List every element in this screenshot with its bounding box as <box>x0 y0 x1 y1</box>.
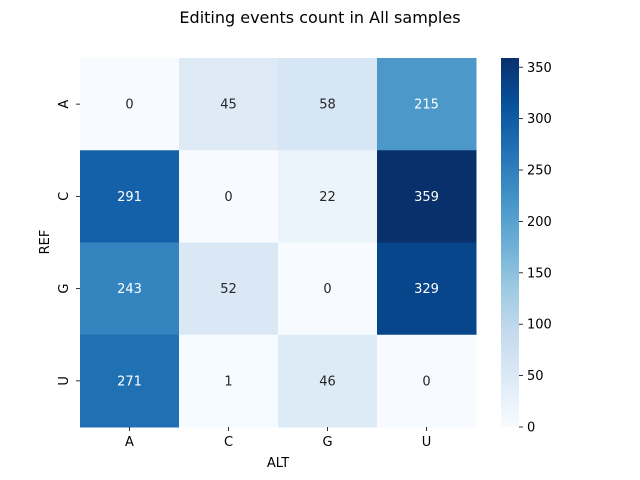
colorbar-tick-label: 100 <box>527 318 552 333</box>
heatmap-cell <box>278 58 378 151</box>
y-tick-label: U <box>57 376 72 386</box>
heatmap-cells <box>80 58 477 428</box>
cell-value: 0 <box>224 190 232 205</box>
heatmap-cell <box>80 58 180 151</box>
heatmap-cell <box>377 150 477 243</box>
x-tick-label: A <box>125 435 134 450</box>
colorbar-tick-label: 50 <box>527 369 544 384</box>
x-tick-label: G <box>322 435 332 450</box>
cell-value: 329 <box>414 282 439 297</box>
heatmap-cell <box>80 150 180 243</box>
cell-value: 0 <box>323 282 331 297</box>
heatmap-cell <box>179 242 279 336</box>
x-axis-label: ALT <box>267 456 289 471</box>
y-axis-label: REF <box>38 230 53 255</box>
heatmap-cell <box>278 150 378 243</box>
heatmap-cell <box>377 242 477 336</box>
colorbar <box>501 58 519 427</box>
heatmap-cell <box>179 58 279 151</box>
cell-value: 291 <box>117 190 142 205</box>
colorbar-tick-label: 0 <box>527 421 535 436</box>
heatmap-cell <box>80 334 180 428</box>
cell-value: 0 <box>422 374 430 389</box>
heatmap-cell <box>278 334 378 428</box>
colorbar-tick-label: 200 <box>527 215 552 230</box>
cell-annotations: 0 45 58 215 291 0 22 359 243 52 0 329 271 1 46 0 <box>117 98 439 390</box>
colorbar-tick-label: 250 <box>527 164 552 179</box>
heatmap-cell <box>179 150 279 243</box>
y-axis-ticks: A C G U <box>57 100 80 386</box>
heatmap-cell <box>179 334 279 428</box>
heatmap-cell <box>377 58 477 151</box>
heatmap-cell <box>377 334 477 428</box>
cell-value: 0 <box>125 98 133 113</box>
chart-title: Editing events count in All samples <box>179 8 460 27</box>
cell-value: 243 <box>117 282 142 297</box>
cell-value: 215 <box>414 98 439 113</box>
x-tick-label: C <box>224 435 233 450</box>
cell-value: 52 <box>220 282 237 297</box>
cell-value: 58 <box>319 98 336 113</box>
cell-value: 271 <box>117 374 142 389</box>
cell-value: 46 <box>319 374 336 389</box>
y-tick-label: C <box>57 192 72 201</box>
heatmap-cell <box>278 242 378 336</box>
x-tick-label: U <box>422 435 432 450</box>
cell-value: 45 <box>220 98 237 113</box>
heatmap-cell <box>80 242 180 336</box>
colorbar-tick-label: 350 <box>527 61 552 76</box>
colorbar-ticks: 0 50 100 150 200 250 300 350 <box>519 61 552 436</box>
cell-value: 359 <box>414 190 439 205</box>
cell-value: 1 <box>224 374 232 389</box>
cell-value: 22 <box>319 190 336 205</box>
colorbar-tick-label: 150 <box>527 266 552 281</box>
y-tick-label: G <box>57 284 72 294</box>
y-tick-label: A <box>57 100 72 109</box>
colorbar-tick-label: 300 <box>527 112 552 127</box>
